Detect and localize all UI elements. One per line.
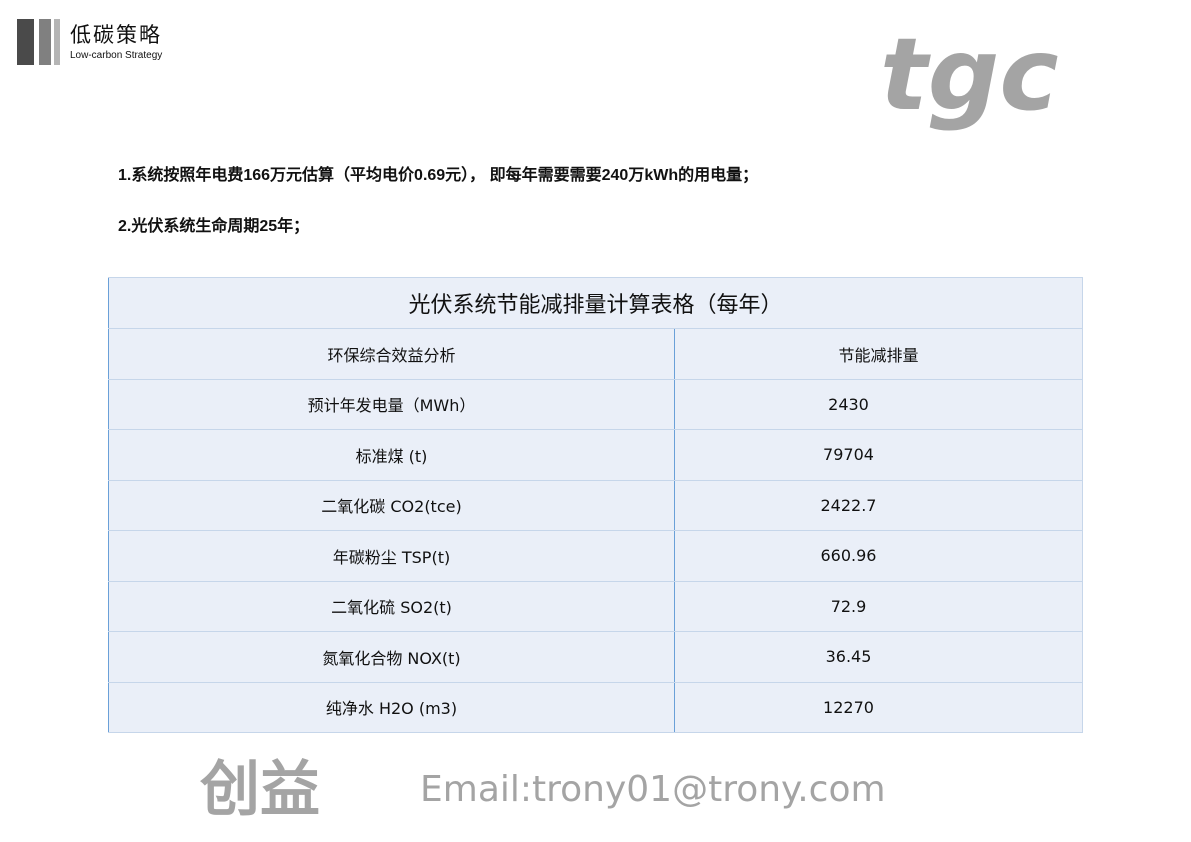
watermark-email: Email:trony01@trony.com — [420, 769, 886, 810]
row-item: 氮氧化合物 NOX(t) — [108, 631, 675, 683]
logo-bar — [54, 19, 60, 65]
emission-table: 光伏系统节能减排量计算表格（每年） 环保综合效益分析 节能减排量 预计年发电量（M… — [108, 277, 1083, 733]
table-row: 标准煤 (t) 79704 — [108, 429, 1083, 481]
row-value: 36.45 — [674, 631, 1083, 683]
row-value: 660.96 — [674, 530, 1083, 582]
table-row: 预计年发电量（MWh） 2430 — [108, 378, 1083, 430]
header-item: 环保综合效益分析 — [108, 328, 675, 380]
row-item: 二氧化硫 SO2(t) — [108, 580, 675, 632]
logo-bar — [39, 19, 51, 65]
row-item: 预计年发电量（MWh） — [108, 378, 675, 430]
table-header-row: 环保综合效益分析 节能减排量 — [108, 328, 1083, 380]
table-row: 氮氧化合物 NOX(t) 36.45 — [108, 631, 1083, 683]
row-value: 12270 — [674, 681, 1083, 733]
table-row: 年碳粉尘 TSP(t) 660.96 — [108, 530, 1083, 582]
row-item: 纯净水 H2O (m3) — [108, 681, 675, 733]
logo-subtitle: Low-carbon Strategy — [70, 50, 163, 61]
logo-title: 低碳策略 — [70, 23, 162, 47]
row-item: 标准煤 (t) — [108, 429, 675, 481]
row-item: 二氧化碳 CO2(tce) — [108, 479, 675, 531]
row-value: 79704 — [674, 429, 1083, 481]
watermark-logo: tgc — [880, 16, 1059, 133]
table-title: 光伏系统节能减排量计算表格（每年） — [108, 277, 1083, 329]
row-value: 2422.7 — [674, 479, 1083, 531]
row-value: 2430 — [674, 378, 1083, 430]
row-item: 年碳粉尘 TSP(t) — [108, 530, 675, 582]
watermark-cn: 创益 — [200, 755, 320, 825]
table-row: 二氧化硫 SO2(t) 72.9 — [108, 580, 1083, 632]
logo-bar — [17, 19, 34, 65]
row-value: 72.9 — [674, 580, 1083, 632]
note-1: 1.系统按照年电费166万元估算（平均电价0.69元）， 即每年需要需要240万… — [118, 167, 759, 184]
note-2: 2.光伏系统生命周期25年； — [118, 218, 310, 235]
table-row: 二氧化碳 CO2(tce) 2422.7 — [108, 479, 1083, 531]
header-value: 节能减排量 — [674, 328, 1083, 380]
table-row: 纯净水 H2O (m3) 12270 — [108, 681, 1083, 733]
